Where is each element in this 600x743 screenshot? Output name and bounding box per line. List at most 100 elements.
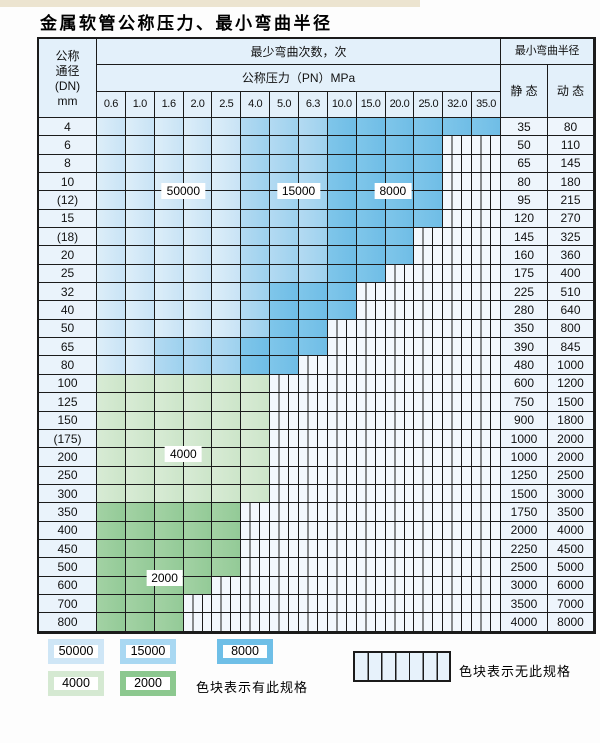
spec-cell (241, 209, 271, 229)
no-spec-cell (385, 429, 415, 449)
dynamic-radius-value: 325 (548, 228, 594, 247)
spec-cell (154, 319, 184, 339)
dynamic-radius-value: 2000 (548, 448, 594, 467)
spec-cell (183, 466, 213, 485)
spec-cell (212, 246, 242, 265)
spec-cell (385, 209, 415, 229)
no-spec-cell (212, 594, 242, 614)
legend-swatch-8000: 8000 (217, 639, 273, 664)
pressure-tick: 6.3 (299, 92, 328, 118)
dynamic-radius-value: 640 (548, 301, 594, 320)
spec-cell (154, 136, 184, 155)
spec-cell (125, 613, 155, 632)
spec-cell (385, 118, 415, 137)
no-spec-cell (241, 576, 271, 595)
no-spec-cell (270, 521, 299, 540)
no-spec-cell (385, 264, 415, 284)
no-spec-cell (443, 154, 473, 174)
no-spec-cell (472, 558, 501, 577)
pressure-tick: 35.0 (472, 92, 501, 118)
dn-cell: 200 (39, 448, 97, 467)
static-radius-value: 280 (501, 301, 548, 320)
no-spec-cell (443, 136, 473, 155)
spec-cell (183, 393, 213, 412)
spec-cell (241, 466, 271, 485)
static-radius-value: 175 (501, 264, 548, 284)
no-spec-cell (443, 594, 473, 614)
spec-cell (97, 521, 126, 540)
spec-cell (212, 429, 242, 449)
no-spec-cell (327, 484, 357, 504)
no-spec-cell (414, 448, 444, 467)
no-spec-cell (327, 429, 357, 449)
no-spec-cell (385, 448, 415, 467)
dynamic-radius-value: 400 (548, 264, 594, 284)
spec-cell (212, 228, 242, 247)
spec-cell (125, 484, 155, 504)
dynamic-radius-value: 845 (548, 338, 594, 357)
pressure-tick: 10.0 (327, 92, 357, 118)
no-spec-cell (212, 576, 242, 595)
no-spec-cell (443, 466, 473, 485)
spec-cell (241, 154, 271, 174)
spec-cell (154, 301, 184, 320)
dn-cell: 500 (39, 558, 97, 577)
spec-cell (327, 246, 357, 265)
spec-cell (125, 594, 155, 614)
no-spec-cell (472, 319, 501, 339)
static-radius-value: 1750 (501, 503, 548, 522)
no-spec-cell (414, 429, 444, 449)
no-spec-cell (270, 448, 299, 467)
static-radius-value: 95 (501, 191, 548, 210)
no-spec-cell (443, 301, 473, 320)
no-spec-cell (299, 576, 328, 595)
no-spec-cell (385, 393, 415, 412)
no-spec-cell (356, 466, 386, 485)
no-spec-cell (385, 319, 415, 339)
spec-cell (183, 411, 213, 430)
static-radius-value: 390 (501, 338, 548, 357)
no-spec-cell (356, 448, 386, 467)
no-spec-cell (299, 521, 328, 540)
dn-cell: 300 (39, 484, 97, 504)
spec-cell (270, 154, 299, 174)
static-radius-value: 2000 (501, 521, 548, 540)
pressure-tick: 5.0 (270, 92, 299, 118)
no-spec-cell (241, 594, 271, 614)
spec-cell (212, 154, 242, 174)
page-title: 金属软管公称压力、最小弯曲半径 (40, 14, 333, 34)
static-radius-value: 65 (501, 154, 548, 174)
dynamic-radius-value: 2000 (548, 429, 594, 449)
no-spec-cell (472, 136, 501, 155)
spec-cell (241, 191, 271, 210)
spec-cell (299, 338, 328, 357)
spec-cell (241, 301, 271, 320)
spec-cell (125, 393, 155, 412)
dn-header-line: (DN) (54, 78, 81, 93)
no-spec-cell (443, 191, 473, 210)
spec-cell (356, 209, 386, 229)
pressure-tick: 1.0 (125, 92, 155, 118)
spec-cell (97, 118, 126, 137)
pressure-tick: 2.0 (183, 92, 213, 118)
no-spec-cell (356, 484, 386, 504)
no-spec-cell (299, 411, 328, 430)
dn-cell: 80 (39, 356, 97, 375)
spec-cell (97, 264, 126, 284)
spec-cell (154, 374, 184, 394)
spec-cell (97, 576, 126, 595)
static-radius-value: 3000 (501, 576, 548, 595)
spec-cell (327, 209, 357, 229)
spec-cell (270, 118, 299, 137)
pressure-tick: 20.0 (385, 92, 415, 118)
spec-cell (327, 154, 357, 174)
static-radius-value: 1500 (501, 484, 548, 504)
spec-cell (97, 558, 126, 577)
spec-cell (97, 429, 126, 449)
spec-cell (183, 558, 213, 577)
spec-cell (97, 319, 126, 339)
spec-cell (414, 118, 444, 137)
no-spec-cell (327, 319, 357, 339)
no-spec-cell (385, 521, 415, 540)
spec-cell (125, 448, 155, 467)
